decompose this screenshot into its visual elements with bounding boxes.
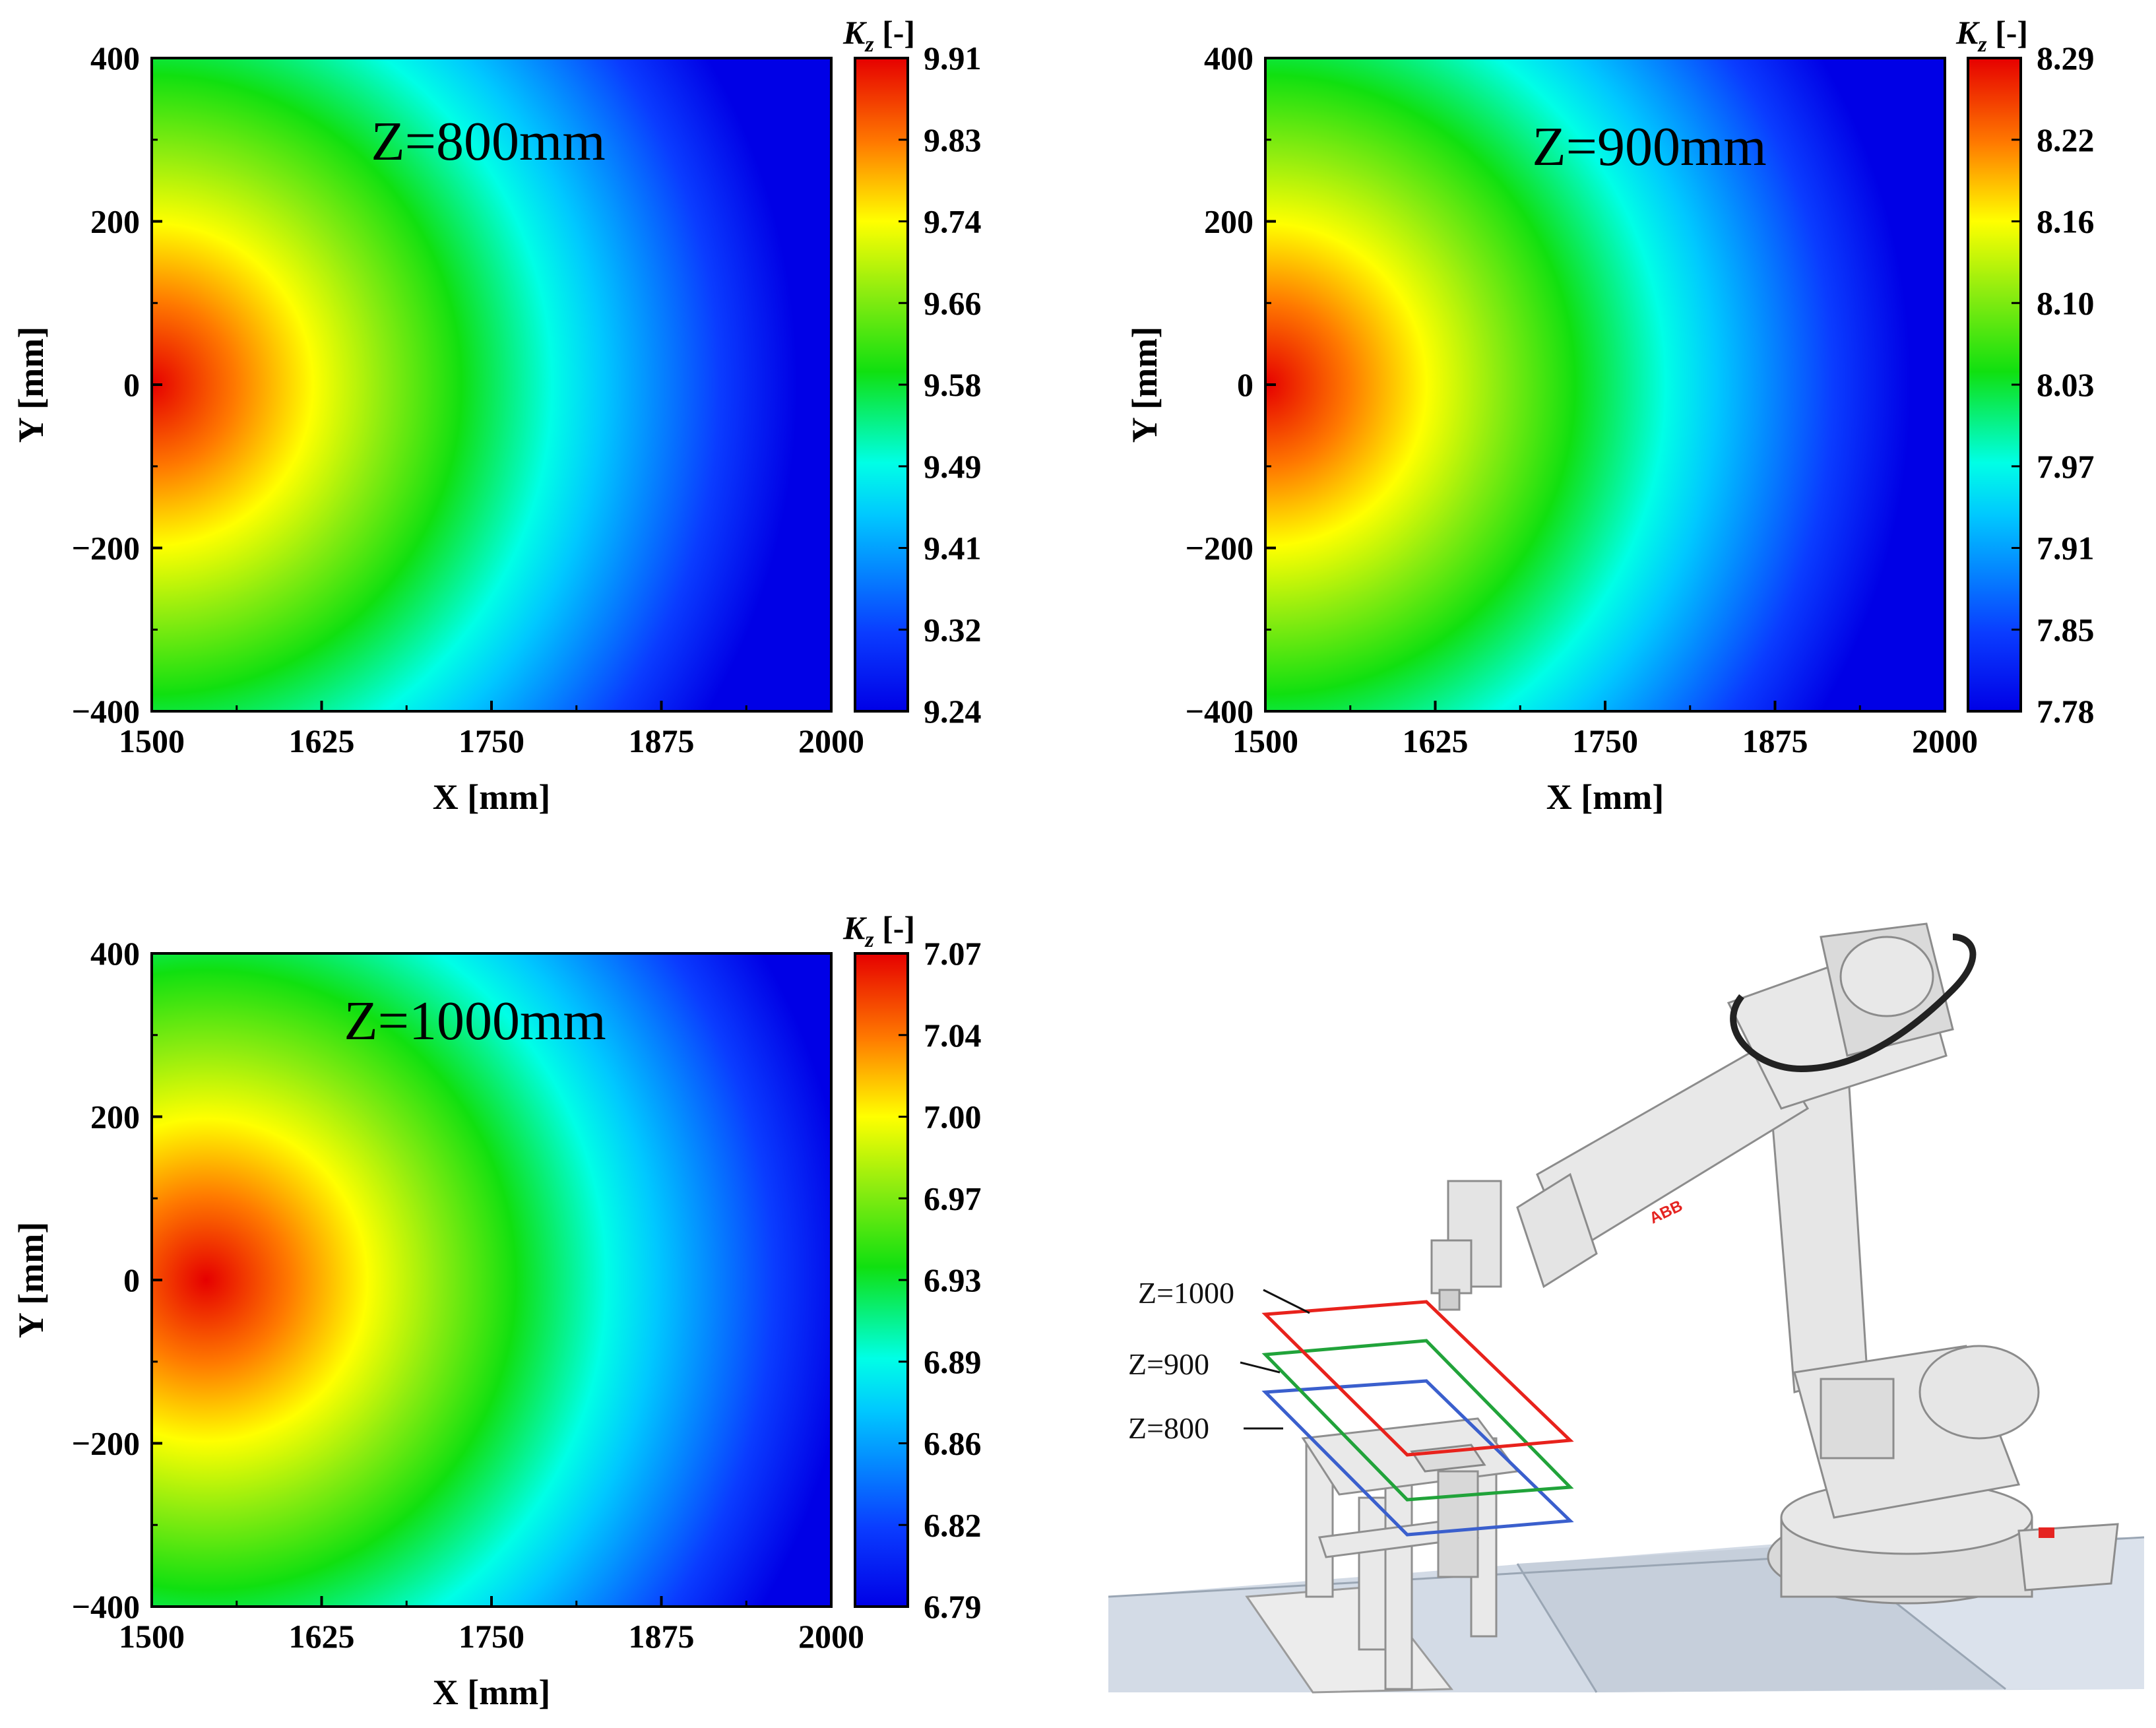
colorbar-tick-label: 7.97	[2037, 448, 2095, 485]
colorbar-tick-label: 6.82	[924, 1506, 982, 1543]
colorbar-tick-label: 8.22	[2037, 121, 2095, 158]
colorbar-tick-label: 9.32	[924, 611, 982, 648]
colorbar-tick-label: 8.03	[2037, 366, 2095, 403]
y-axis-label: Y [mm]	[11, 327, 51, 443]
colorbar-tick-label: 6.93	[924, 1262, 982, 1298]
heatmap-field	[152, 58, 831, 711]
colorbar-tick-label: 9.74	[924, 203, 982, 240]
colorbar-tick-label: 6.97	[924, 1180, 982, 1217]
panel-title: Z=800mm	[371, 111, 605, 172]
x-axis-label: X [mm]	[433, 777, 550, 817]
y-axis-label: Y [mm]	[1125, 327, 1164, 443]
y-tick-label: 0	[123, 1262, 140, 1298]
y-axis-label: Y [mm]	[11, 1222, 51, 1338]
x-axis-label: X [mm]	[433, 1673, 550, 1712]
colorbar-tick-label: 9.66	[924, 284, 982, 321]
label-z800: Z=800	[1128, 1411, 1209, 1445]
colorbar-tick-label: 7.04	[924, 1017, 982, 1054]
colorbar-label: Kz [-]	[842, 909, 915, 952]
leader-z900	[1240, 1361, 1281, 1374]
y-tick-label: 400	[90, 935, 140, 972]
heatmap-field	[152, 953, 831, 1607]
leader-z1000	[1263, 1289, 1310, 1314]
x-tick-label: 2000	[1912, 722, 1978, 759]
colorbar-tick-label: 9.83	[924, 121, 982, 158]
panel-title: Z=1000mm	[344, 990, 606, 1052]
colorbar-tick-label: 7.78	[2037, 693, 2095, 730]
y-tick-label: −400	[72, 1588, 141, 1625]
y-tick-label: −400	[1186, 693, 1254, 730]
colorbar-tick-label: 7.07	[924, 935, 982, 972]
y-tick-label: 400	[1204, 40, 1253, 77]
colorbar-tick-label: 7.91	[2037, 530, 2095, 567]
colorbar-label: Kz [-]	[1955, 14, 2028, 57]
y-tick-label: −200	[72, 1425, 141, 1462]
colorbar-tick-label: 6.86	[924, 1425, 982, 1462]
colorbar-tick-label: 6.89	[924, 1343, 982, 1380]
plane-z1000	[1261, 1300, 1574, 1457]
label-z900: Z=900	[1128, 1347, 1209, 1381]
x-tick-label: 1875	[629, 722, 695, 759]
x-tick-label: 1625	[289, 722, 355, 759]
x-axis-label: X [mm]	[1546, 777, 1664, 817]
robot-illustration: ABB Z=1000 Z=900 Z=800	[1108, 922, 2145, 1694]
floor-tile	[1517, 1544, 2006, 1692]
x-tick-label: 1500	[1232, 722, 1298, 759]
x-tick-label: 1750	[459, 722, 524, 759]
y-tick-label: 200	[90, 1099, 140, 1136]
robot-base	[1767, 1480, 2119, 1605]
plane-z900	[1261, 1339, 1574, 1502]
x-tick-label: 2000	[798, 1618, 864, 1655]
colorbar-tick-label: 9.91	[924, 40, 982, 77]
y-tick-label: 0	[1237, 366, 1253, 403]
x-tick-label: 2000	[798, 722, 864, 759]
y-tick-label: −200	[72, 530, 141, 567]
x-tick-label: 1500	[119, 1618, 185, 1655]
x-tick-label: 1750	[1572, 722, 1638, 759]
colorbar-tick-label: 9.49	[924, 448, 982, 485]
robot-lower-arm	[1767, 1054, 2040, 1519]
y-tick-label: −200	[1186, 530, 1254, 567]
panel-title: Z=900mm	[1532, 116, 1766, 177]
colorbar-tick-label: 8.10	[2037, 284, 2095, 321]
abb-logo-base	[2039, 1527, 2054, 1538]
y-tick-label: −400	[72, 693, 141, 730]
y-tick-label: 400	[90, 40, 140, 77]
x-tick-label: 1625	[1403, 722, 1469, 759]
colorbar-tick-label: 6.79	[924, 1588, 982, 1625]
x-tick-label: 1625	[289, 1618, 355, 1655]
colorbar-tick-label: 8.16	[2037, 203, 2095, 240]
plane-z800	[1261, 1379, 1574, 1537]
y-tick-label: 0	[123, 366, 140, 403]
colorbar-label: Kz [-]	[842, 14, 915, 57]
colorbar-tick-label: 9.41	[924, 530, 982, 567]
x-tick-label: 1750	[459, 1618, 524, 1655]
colorbar-tick-label: 7.85	[2037, 611, 2095, 648]
x-tick-label: 1875	[629, 1618, 695, 1655]
x-tick-label: 1500	[119, 722, 185, 759]
colorbar-tick-label: 8.29	[2037, 40, 2095, 77]
heatmap-field	[1265, 58, 1945, 711]
x-tick-label: 1875	[1742, 722, 1808, 759]
label-z1000: Z=1000	[1138, 1276, 1234, 1310]
y-tick-label: 200	[90, 203, 140, 240]
robot-cable	[1730, 934, 1977, 1073]
robot-wrist-tool	[1430, 1172, 1598, 1311]
colorbar-tick-label: 9.58	[924, 366, 982, 403]
robot-upper-arm	[1536, 922, 1954, 1256]
y-tick-label: 200	[1204, 203, 1253, 240]
colorbar-tick-label: 9.24	[924, 693, 982, 730]
colorbar-tick-label: 7.00	[924, 1099, 982, 1136]
